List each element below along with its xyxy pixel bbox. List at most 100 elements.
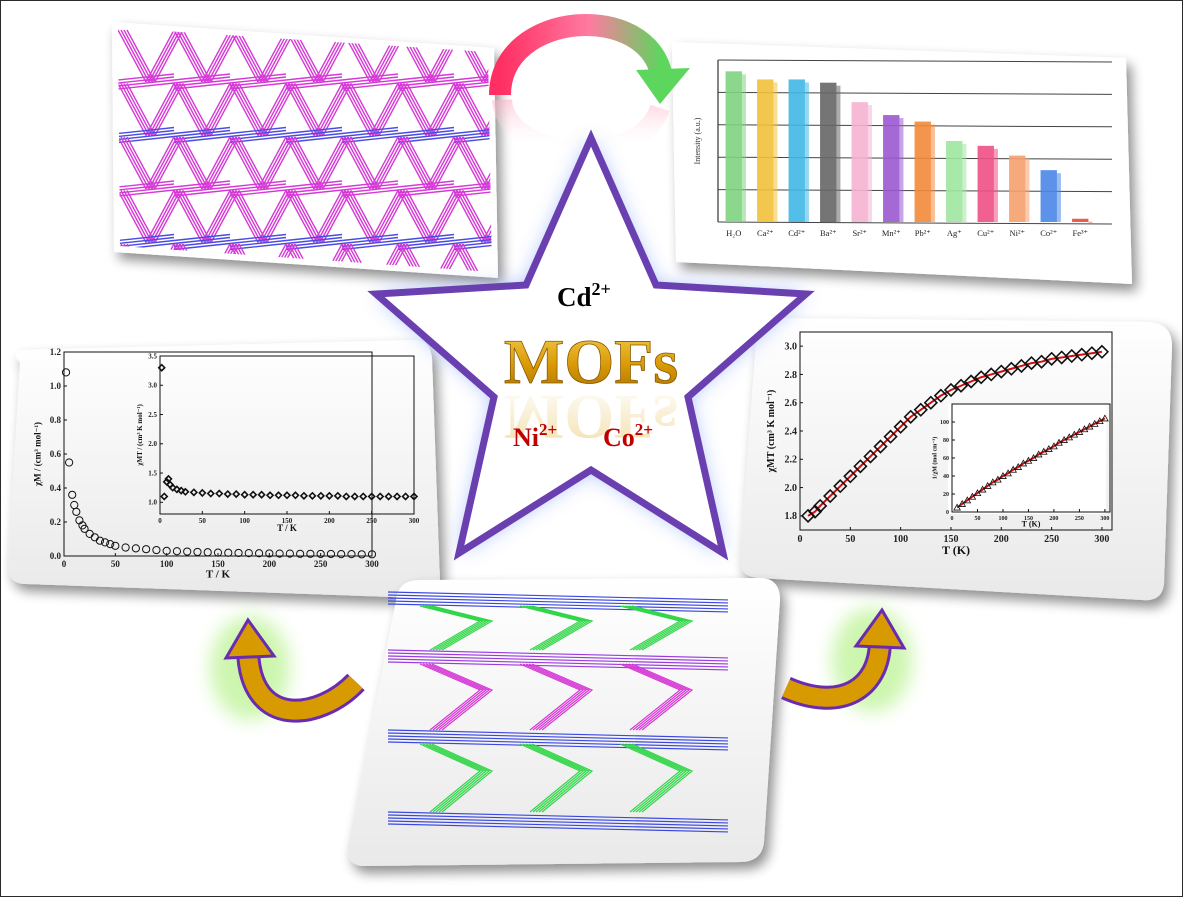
net-strand: [431, 136, 461, 190]
main-x-tick-label: 50: [111, 559, 121, 569]
arrow-head-right-icon: [853, 607, 907, 650]
net-strand: [118, 294, 174, 300]
main-y-tick-label: 1.0: [50, 381, 62, 391]
net-strand: [263, 190, 293, 243]
net-strand: [431, 190, 461, 243]
net-strand: [173, 73, 231, 81]
net-strand: [263, 83, 293, 136]
y-axis-label: Intensity (a.u.): [693, 117, 702, 164]
net-strand: [419, 743, 482, 813]
net-strand: [388, 661, 728, 671]
main-x-tick-label: 250: [314, 559, 328, 569]
network-panel-pink: [112, 22, 498, 303]
bar-Fe3+: [1072, 218, 1089, 222]
inset-data-point: [958, 499, 967, 507]
net-strand: [406, 83, 436, 136]
inset-y-tick-label: 2.5: [148, 411, 157, 419]
inset-data-point: [376, 492, 385, 501]
net-strand: [628, 605, 691, 651]
main-y-tick-label: 0.2: [50, 517, 62, 527]
net-strand: [428, 136, 458, 190]
net-strand: [397, 233, 455, 242]
main-data-point: [106, 540, 115, 549]
net-strand: [431, 663, 494, 731]
net-strand: [522, 605, 585, 651]
net-strand: [397, 82, 455, 90]
net-strand: [347, 190, 377, 243]
net-strand: [619, 743, 682, 813]
main-data-point: [296, 549, 305, 558]
network-panel-green: [210, 578, 912, 866]
net-strand: [397, 183, 455, 191]
net-strand: [375, 83, 405, 136]
net-strand: [118, 76, 175, 84]
inset-y-tick-label: 3.5: [148, 352, 157, 360]
inset-data-point: [160, 492, 169, 501]
net-strand: [397, 190, 427, 243]
inset-x-tick-label: 300: [409, 517, 420, 525]
net-strand: [173, 189, 231, 197]
main-data-point: [121, 543, 130, 552]
net-strand: [174, 297, 230, 303]
net-strand: [531, 743, 594, 813]
net-strand: [229, 83, 259, 136]
net-strand: [484, 136, 492, 190]
net-strand: [174, 294, 230, 300]
net-strand: [235, 190, 265, 243]
net-strand: [522, 663, 585, 731]
net-strand: [347, 83, 377, 136]
net-strand: [484, 190, 492, 243]
mofs-title-reflection: MOFs: [504, 382, 678, 453]
net-strand: [294, 83, 324, 136]
bar-Cu2+: [977, 145, 994, 222]
net-strand: [388, 649, 728, 659]
net-strand: [431, 83, 461, 136]
net-strand: [118, 183, 175, 191]
main-y-tick-label: 2.8: [785, 370, 798, 381]
net-strand: [456, 136, 486, 190]
main-data-point: [833, 479, 848, 494]
net-strand: [118, 190, 147, 243]
net-strand: [453, 73, 492, 81]
net-strand: [388, 811, 728, 821]
net-strand: [229, 180, 287, 188]
net-strand: [173, 233, 231, 242]
net-strand: [400, 190, 430, 243]
inset-data-point: [177, 486, 186, 495]
main-data-point: [254, 549, 264, 558]
main-y-tick-label: 1.2: [50, 347, 62, 357]
net-strand: [235, 136, 265, 190]
net-strand: [173, 190, 203, 243]
main-data-point: [893, 419, 908, 434]
net-strand: [238, 136, 268, 190]
inset-data-point: [215, 489, 224, 498]
net-strand: [126, 190, 156, 243]
main-y-tick-label: 0.0: [50, 551, 62, 561]
green-network-structure: [388, 591, 728, 833]
net-strand: [344, 136, 374, 190]
net-strand: [344, 190, 374, 243]
main-data-point: [265, 549, 274, 558]
net-strand: [619, 663, 682, 731]
net-strand: [341, 233, 399, 242]
inset-data-point: [350, 492, 359, 501]
inset-data-point: [198, 488, 207, 498]
inset-x-tick-label: 200: [324, 517, 335, 525]
net-strand: [230, 297, 286, 303]
main-fit-line: [807, 350, 1103, 517]
net-strand: [229, 189, 287, 197]
main-data-point: [100, 538, 110, 547]
inset-data-point: [157, 363, 166, 372]
main-data-point: [883, 429, 898, 444]
net-strand: [229, 183, 287, 191]
net-strand: [285, 189, 343, 197]
net-strand: [406, 190, 436, 243]
main-data-point: [80, 524, 89, 533]
net-strand: [288, 190, 318, 243]
bar-side-Mn2+: [899, 118, 904, 222]
net-strand: [151, 136, 181, 190]
inset-data-point: [392, 492, 402, 501]
net-strand: [375, 136, 405, 190]
net-strand: [397, 83, 427, 136]
main-data-point: [61, 368, 71, 377]
